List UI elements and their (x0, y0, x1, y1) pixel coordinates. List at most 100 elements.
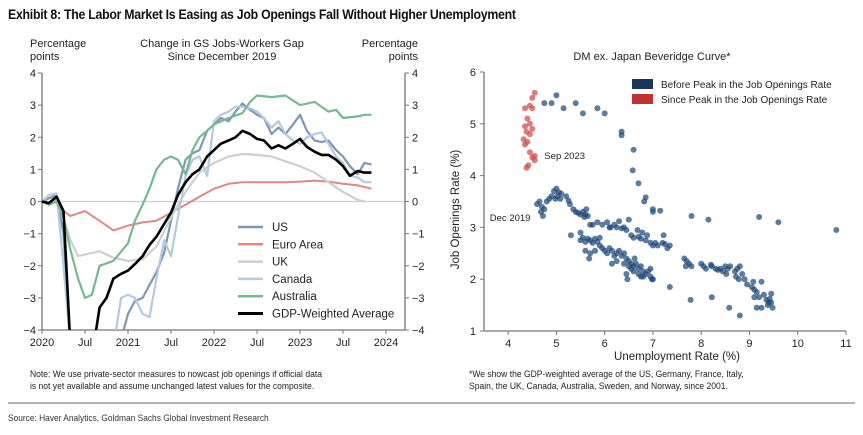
before-peak-point (649, 206, 656, 213)
x-tick-label: 6 (602, 338, 608, 350)
left-chart-subtitle: Since December 2019 (168, 51, 277, 63)
before-peak-point (582, 247, 589, 254)
before-peak-point (750, 278, 757, 285)
before-peak-point (608, 260, 615, 267)
before-peak-point (536, 198, 543, 205)
legend-swatch (632, 79, 653, 89)
y-tick-label: 3 (470, 222, 476, 234)
left-y-tick-label: 2 (30, 132, 36, 144)
legend-item-australia: Australia (238, 291, 317, 303)
before-peak-point (705, 216, 712, 223)
x-tick-label: 9 (746, 338, 752, 350)
before-peak-point (630, 146, 637, 153)
before-peak-point (727, 263, 734, 270)
right-note-line-2: Spain, the UK, Canada, Australia, Sweden… (469, 381, 728, 392)
left-y-tick-label: −2 (23, 261, 36, 273)
left-y-tick-label: 0 (30, 197, 36, 209)
before-peak-point (604, 219, 611, 226)
before-peak-point (607, 224, 614, 231)
before-peak-point (558, 190, 565, 197)
before-peak-point (639, 229, 646, 236)
before-peak-point (753, 304, 760, 311)
since-peak-point (526, 120, 533, 127)
legend-item-canada: Canada (238, 274, 313, 286)
right-chart-axes: 1 2 3 4 5 6 4 5 6 7 8 9 10 11 Unemployment Rate (%) Job… (450, 67, 852, 363)
before-peak-point (751, 294, 758, 301)
right-y-tick-label: −4 (412, 325, 425, 337)
before-peak-point (775, 219, 782, 226)
legend-item-since-peak: Since Peak in the Job Openings Rate (632, 94, 828, 106)
x-tick-label: 7 (650, 338, 656, 350)
left-axis-label-line-1: Percentage (30, 38, 86, 50)
x-tick-label: 2021 (116, 337, 140, 349)
since-peak-point (522, 141, 528, 148)
before-peak-point (623, 271, 630, 277)
before-peak-point (758, 278, 765, 285)
y-tick-label: 1 (470, 326, 476, 338)
before-peak-point (703, 265, 709, 272)
before-peak-point (596, 234, 603, 241)
series-line-canada-segment-2 (114, 105, 372, 330)
right-y-tick-label: −2 (412, 261, 425, 273)
before-peak-point (769, 304, 776, 311)
before-peak-point (753, 289, 760, 296)
before-peak-point (630, 268, 637, 275)
before-peak-point (666, 242, 673, 249)
right-y-tick-label: 4 (412, 68, 418, 80)
before-peak-point (541, 206, 548, 213)
before-peak-point (583, 206, 590, 213)
before-peak-point (768, 299, 775, 306)
before-peak-point (586, 255, 593, 262)
before-peak-point (548, 100, 555, 107)
before-peak-point (758, 304, 765, 311)
x-tick-label: Jul (164, 337, 178, 349)
y-tick-label: 4 (470, 171, 476, 183)
footer-divider (8, 402, 855, 404)
x-tick-label: Jul (250, 337, 264, 349)
series-line-uk (42, 152, 365, 262)
before-peak-point (553, 92, 560, 99)
before-peak-point (660, 232, 667, 239)
before-peak-point (587, 250, 594, 257)
before-peak-point (613, 258, 620, 265)
before-peak-point (686, 260, 693, 267)
right-chart-points (520, 89, 840, 319)
before-peak-point (726, 304, 733, 311)
before-peak-point (644, 232, 651, 239)
before-peak-point (744, 281, 751, 288)
legend-item-uk: UK (238, 257, 288, 269)
left-y-tick-label: 1 (30, 164, 36, 176)
before-peak-point (577, 229, 584, 236)
x-tick-label: 11 (840, 338, 851, 350)
y-tick-label: 2 (470, 274, 476, 286)
before-peak-point (657, 207, 664, 214)
legend-item-us: US (238, 222, 288, 234)
legend-swatch (632, 94, 653, 104)
before-peak-point (760, 291, 767, 298)
before-peak-point (768, 290, 775, 297)
x-tick-label: 4 (505, 338, 511, 350)
left-chart-title: Change in GS Jobs-Workers Gap (140, 38, 304, 50)
right-chart-title: DM ex. Japan Beveridge Curve* (573, 51, 731, 63)
before-peak-point (625, 216, 632, 223)
before-peak-point (566, 201, 573, 208)
x-tick-label: Jul (336, 337, 350, 349)
before-peak-point (596, 242, 603, 249)
right-y-tick-label: 0 (412, 197, 418, 209)
right-y-tick-label: −1 (412, 229, 425, 241)
before-peak-point (592, 247, 598, 254)
since-peak-point (529, 94, 536, 101)
before-peak-point (552, 195, 559, 202)
x-tick-label: 2024 (374, 337, 398, 349)
since-peak-point (522, 123, 528, 130)
right-y-tick-label: 2 (412, 132, 418, 144)
x-tick-label: 2022 (202, 337, 226, 349)
before-peak-point (616, 218, 623, 225)
before-peak-point (735, 276, 742, 283)
before-peak-point (567, 232, 574, 239)
before-peak-point (637, 235, 644, 242)
left-note-line-2: is not yet available and assume unchange… (30, 381, 315, 392)
legend-item-before-peak: Before Peak in the Job Openings Rate (632, 79, 832, 91)
before-peak-point (629, 167, 636, 174)
